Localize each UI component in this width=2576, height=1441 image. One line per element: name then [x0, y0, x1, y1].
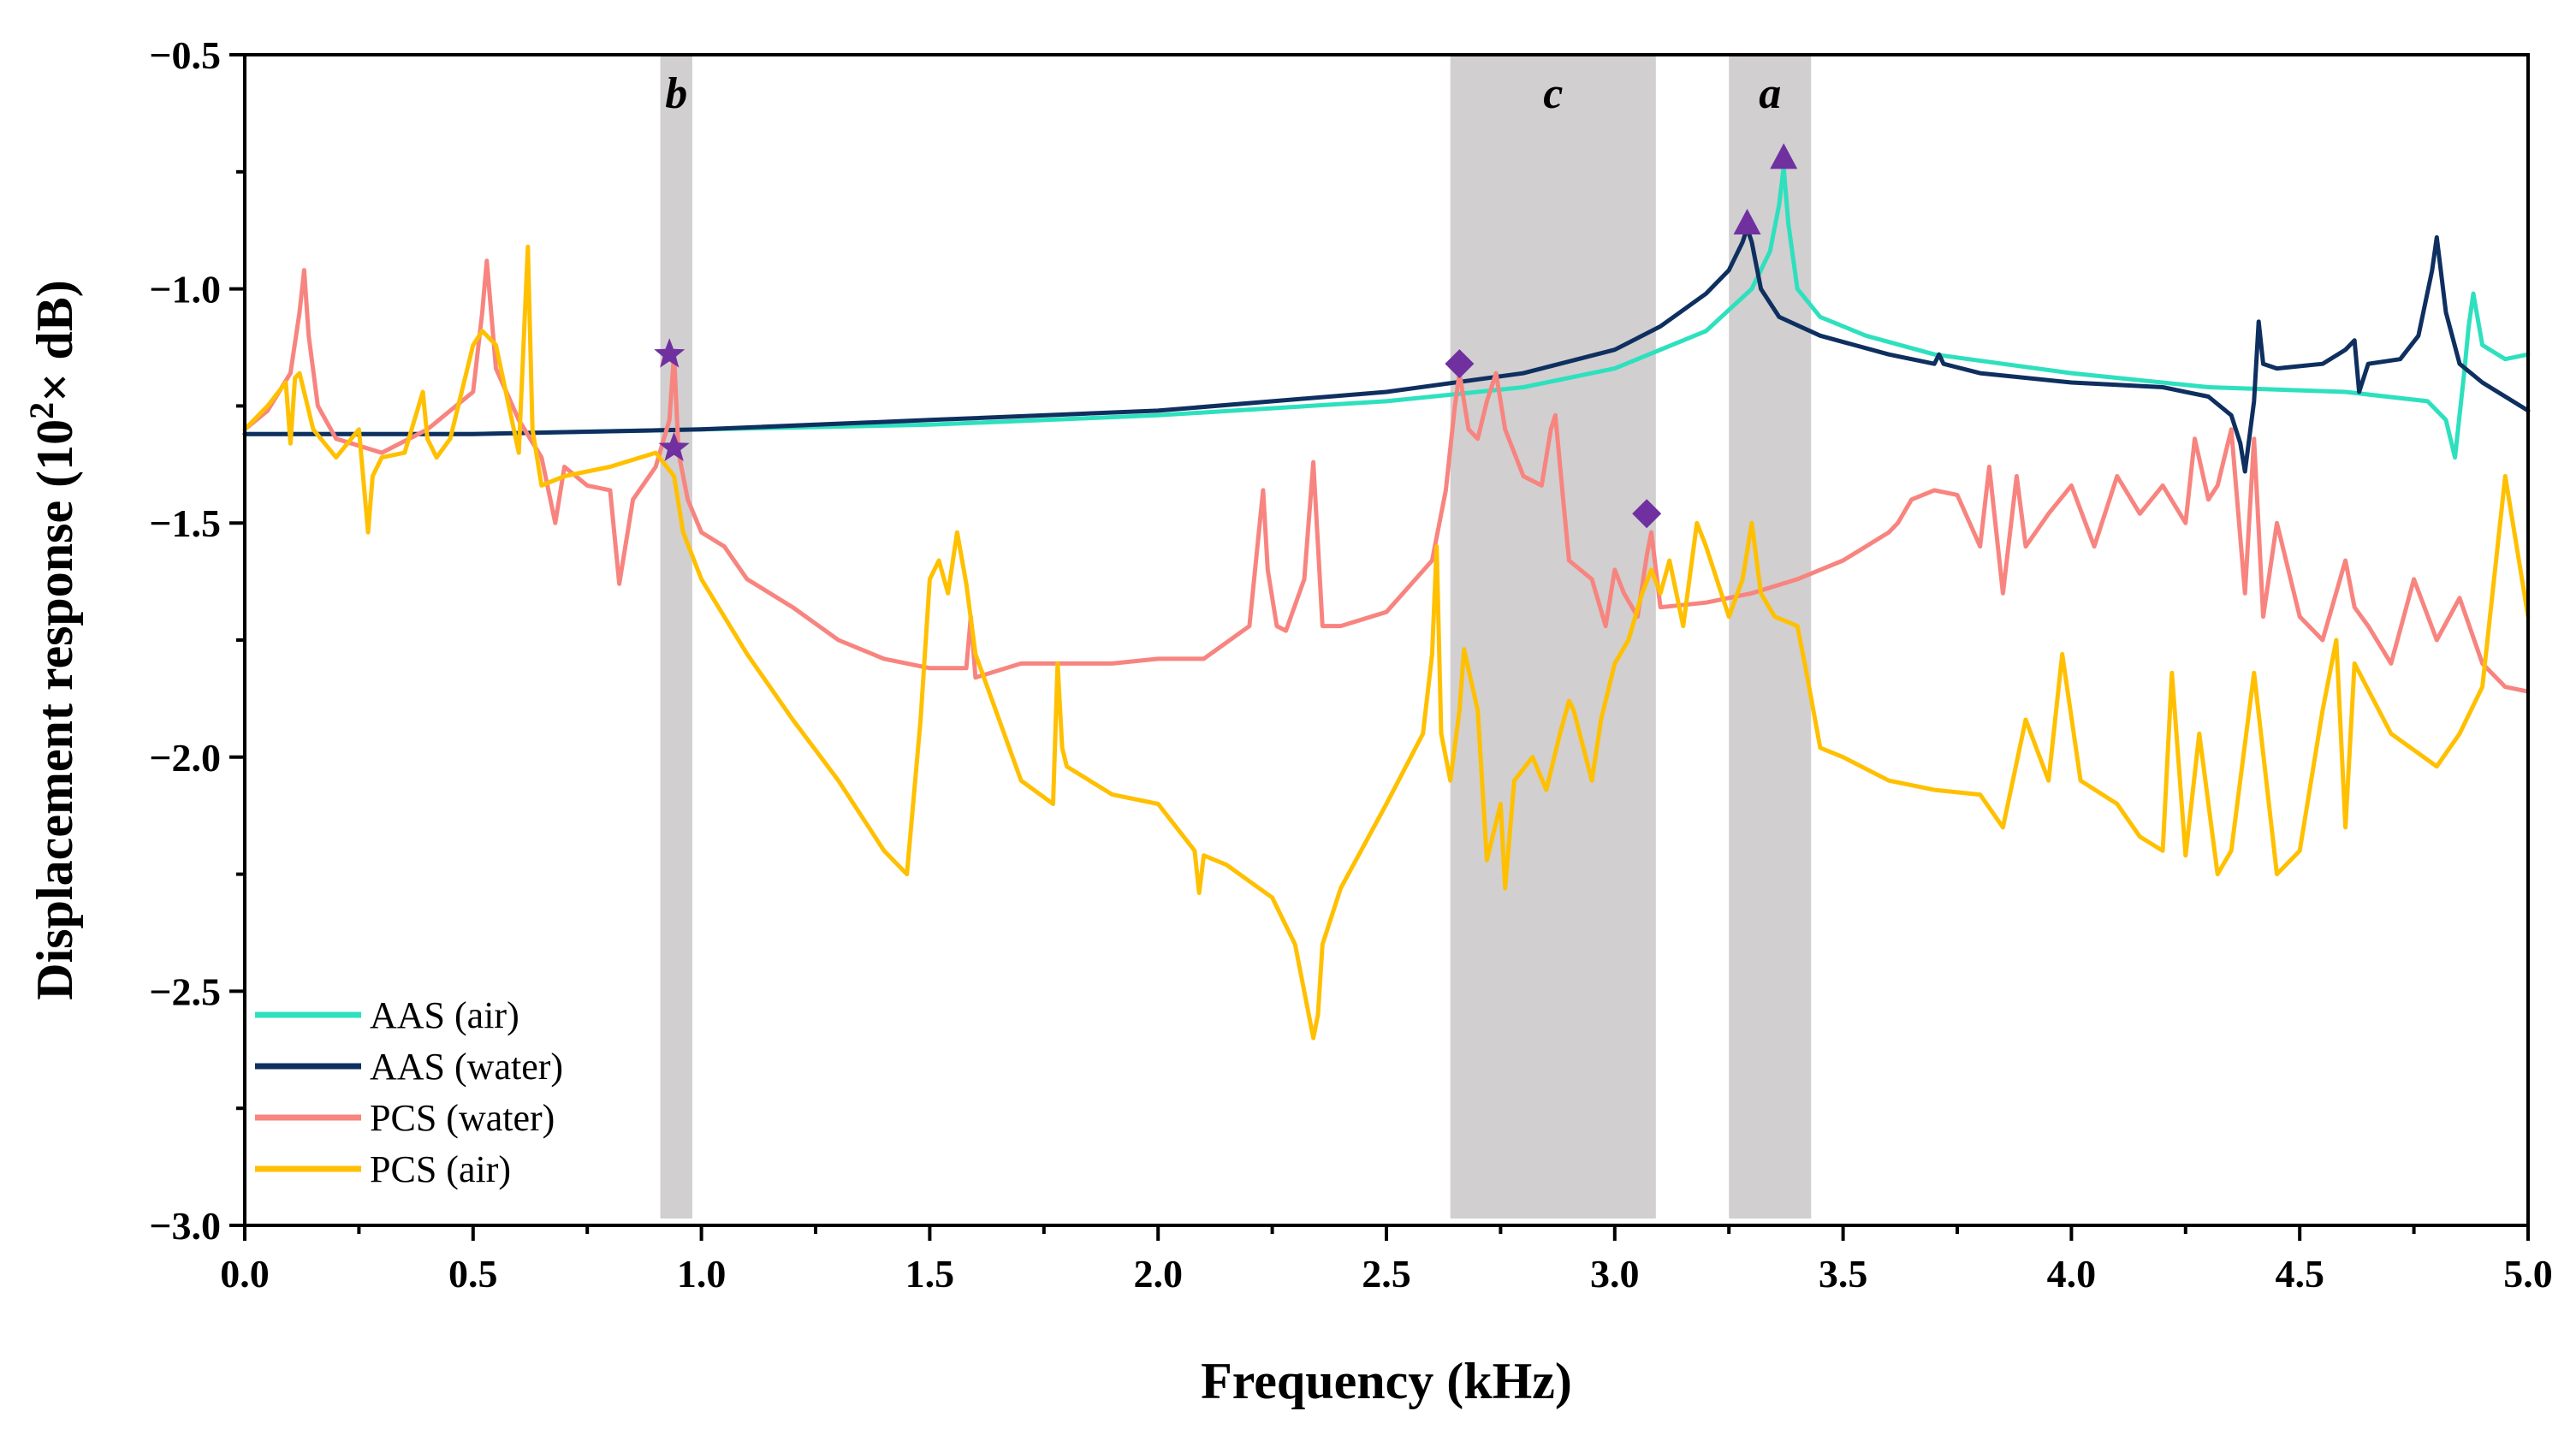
series-line-2 — [242, 258, 2531, 694]
band-b — [660, 55, 692, 1219]
y-tick-label: −2.5 — [149, 970, 221, 1013]
series-line-3 — [242, 244, 2531, 1041]
legend-label-1: AAS (water) — [370, 1046, 563, 1088]
y-axis-title: Displacement response (102× dB) — [22, 280, 84, 999]
band-label-b: b — [665, 69, 687, 118]
plot-frame — [243, 53, 2530, 1227]
x-tick-label: 4.5 — [2275, 1252, 2324, 1296]
diamond-marker-2 — [1445, 349, 1475, 379]
x-tick-label: 4.0 — [2047, 1252, 2097, 1296]
band-c — [1450, 55, 1656, 1219]
x-tick-label: 1.5 — [905, 1252, 955, 1296]
x-tick-label: 3.5 — [1819, 1252, 1868, 1296]
y-tick-label: −2.0 — [149, 736, 221, 780]
y-axis-title-exponent: 2 — [22, 402, 61, 419]
y-axis-title-unit: × dB) — [27, 280, 83, 402]
x-tick-label: 0.5 — [448, 1252, 498, 1296]
axis-ticks: 0.0 0.5 1.0 1.5 2.0 2.5 3.0 3.5 4.0 4.5 5.0 −3.0 −2.… — [149, 33, 2552, 1296]
y-axis-title-main: Displacement response (10 — [27, 419, 83, 1000]
series-lines — [242, 164, 2531, 1041]
x-tick-label: 3.0 — [1590, 1252, 1640, 1296]
y-tick-label: −1.5 — [149, 501, 221, 545]
band-label-a: a — [1759, 69, 1781, 118]
triangle-marker-5 — [1770, 143, 1798, 169]
series-line-0 — [242, 164, 2531, 460]
y-tick-label: −3.0 — [149, 1204, 221, 1248]
star-marker-1 — [658, 431, 690, 461]
peak-markers — [654, 143, 1798, 529]
x-axis-title: Frequency (kHz) — [1201, 1353, 1572, 1409]
band-label-c: c — [1543, 69, 1563, 118]
diamond-marker-3 — [1632, 499, 1662, 529]
x-tick-label: 5.0 — [2503, 1252, 2553, 1296]
legend-label-3: PCS (air) — [370, 1148, 511, 1190]
series-line-1 — [242, 226, 2531, 474]
x-tick-label: 2.5 — [1362, 1252, 1411, 1296]
y-tick-label: −1.0 — [149, 268, 221, 311]
legend-label-2: PCS (water) — [370, 1097, 555, 1139]
legend: AAS (air) AAS (water) PCS (water) PCS (air) — [255, 994, 563, 1190]
star-marker-0 — [654, 338, 686, 368]
triangle-marker-4 — [1733, 208, 1761, 234]
x-tick-label: 0.0 — [220, 1252, 270, 1296]
legend-label-0: AAS (air) — [370, 994, 519, 1036]
x-tick-label: 2.0 — [1133, 1252, 1183, 1296]
y-tick-label: −0.5 — [149, 33, 221, 77]
x-tick-label: 1.0 — [677, 1252, 727, 1296]
